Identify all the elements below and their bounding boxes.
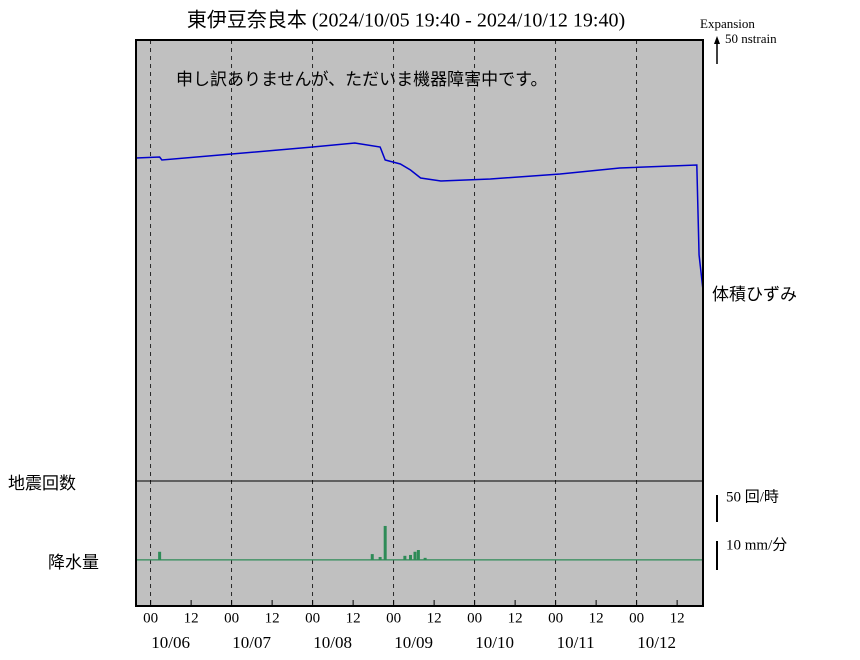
strain-label: 体積ひずみ <box>712 285 797 305</box>
x-tick-label: 12 <box>589 610 604 626</box>
quake-scale-label: 50 回/時 <box>726 488 779 505</box>
plot-frame <box>135 39 704 607</box>
x-tick-label: 00 <box>467 610 482 626</box>
strain-line <box>135 142 704 291</box>
chart-title: 東伊豆奈良本 (2024/10/05 19:40 - 2024/10/12 19… <box>187 9 625 32</box>
x-tick-label: 00 <box>143 610 158 626</box>
x-tick-label: 12 <box>508 610 523 626</box>
rain-bar <box>158 551 162 560</box>
date-label: 10/11 <box>557 633 595 652</box>
rain-label: 降水量 <box>48 553 99 573</box>
rain-bar <box>370 554 374 560</box>
rain-bar <box>416 550 420 560</box>
date-label: 10/09 <box>394 633 433 652</box>
x-tick-label: 12 <box>670 610 685 626</box>
rain-bar <box>383 525 387 560</box>
date-label: 10/08 <box>313 633 352 652</box>
rain-bar <box>403 555 407 560</box>
date-label: 10/10 <box>475 633 514 652</box>
rain-bar <box>413 551 417 560</box>
scale-arrow <box>714 36 720 44</box>
plot-area <box>136 40 703 606</box>
x-tick-label: 12 <box>427 610 442 626</box>
quake-label: 地震回数 <box>8 474 76 494</box>
x-tick-label: 00 <box>224 610 239 626</box>
rain-bar <box>409 554 412 560</box>
date-label: 10/12 <box>637 633 676 652</box>
rain-scale-label: 10 mm/分 <box>726 536 787 553</box>
x-tick-label: 00 <box>548 610 563 626</box>
x-tick-label: 00 <box>305 610 320 626</box>
date-label: 10/07 <box>232 633 271 652</box>
x-tick-label: 00 <box>629 610 644 626</box>
scale-top: Expansion <box>700 16 755 31</box>
rain-bar <box>378 556 382 560</box>
date-label: 10/06 <box>151 633 190 652</box>
rain-bar <box>423 557 427 560</box>
notice: 申し訳ありませんが、ただいま機器障害中です。 <box>176 70 547 90</box>
x-tick-label: 12 <box>184 610 199 626</box>
x-tick-label: 12 <box>346 610 361 626</box>
x-tick-label: 12 <box>265 610 280 626</box>
x-tick-label: 00 <box>386 610 401 626</box>
strain-scale-label: 50 nstrain <box>725 31 777 46</box>
